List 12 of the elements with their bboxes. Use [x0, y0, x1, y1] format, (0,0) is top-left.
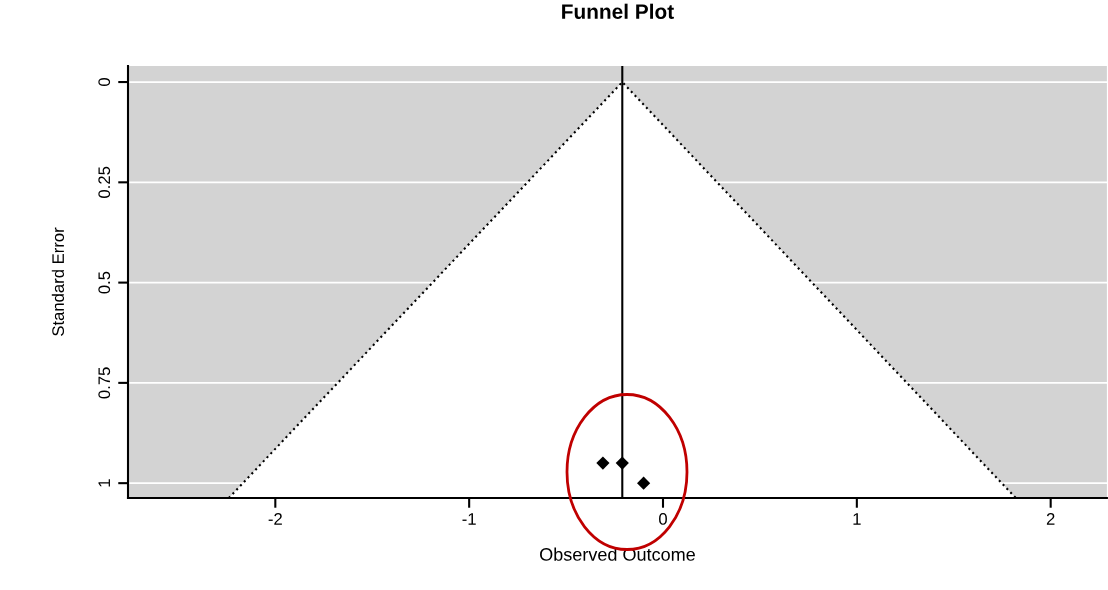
x-tick-label: -1 [462, 513, 476, 525]
y-axis-title: Standard Error [51, 227, 65, 336]
y-tick-label: 0.75 [98, 367, 111, 399]
x-tick-label: 2 [1046, 513, 1055, 525]
chart-title: Funnel Plot [562, 3, 674, 19]
y-tick-label: 0 [98, 78, 111, 87]
x-tick-label: 0 [659, 513, 667, 525]
y-tick-label: 0.5 [98, 271, 111, 294]
y-tick-label: 0.25 [98, 166, 111, 198]
y-tick-label: 1 [98, 479, 110, 487]
x-tick-label: -2 [268, 513, 282, 525]
x-tick-label: 1 [853, 513, 861, 525]
